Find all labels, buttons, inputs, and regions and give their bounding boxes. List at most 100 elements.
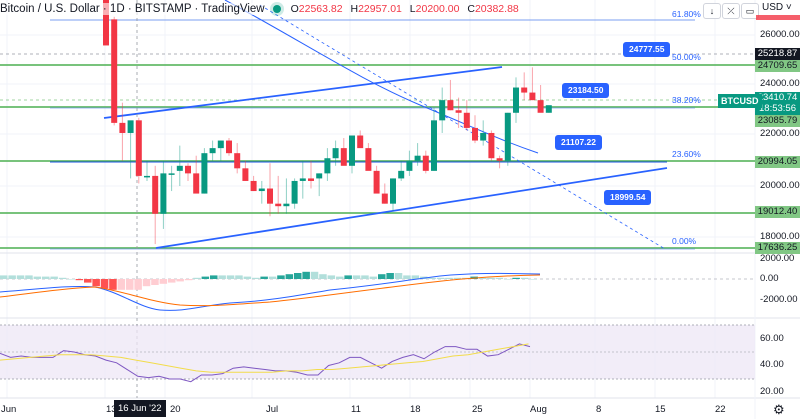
candle[interactable] (185, 165, 191, 174)
candle[interactable] (176, 165, 183, 171)
candle[interactable] (316, 173, 323, 179)
macd-histogram-bar (327, 275, 336, 279)
candle[interactable] (545, 105, 552, 113)
candle[interactable] (504, 112, 511, 161)
macd-histogram-bar (336, 276, 344, 279)
price-level-label: 24709.65 (755, 60, 800, 72)
candle[interactable] (258, 188, 265, 192)
candle[interactable] (414, 155, 421, 161)
candle[interactable] (127, 120, 134, 133)
price-callout[interactable]: 24777.55 (623, 42, 671, 57)
candle[interactable] (111, 19, 118, 123)
price-level-label: 25218.87 (755, 48, 800, 60)
scroll-to-realtime-button[interactable]: ↓ (703, 3, 721, 19)
candle[interactable] (193, 173, 200, 194)
candle[interactable] (160, 173, 167, 214)
candle[interactable] (308, 178, 314, 181)
trend-lines[interactable] (103, 0, 668, 250)
macd-pane[interactable] (0, 271, 755, 311)
time-tick: 8 (596, 404, 602, 415)
price-level-label: 23410.74 (755, 92, 800, 104)
price-callout[interactable]: 21107.22 (555, 135, 602, 150)
candle[interactable] (463, 112, 470, 128)
candle[interactable] (299, 178, 306, 181)
time-tick: 22 (715, 404, 726, 415)
candle[interactable] (431, 120, 437, 171)
macd-histogram-bar (67, 279, 75, 280)
candle[interactable] (349, 135, 355, 166)
candle[interactable] (537, 100, 544, 113)
crosshair-date-label: 16 Jun '22 (114, 400, 166, 417)
candle[interactable] (119, 122, 126, 133)
symbol-tag: BTCUSD (718, 94, 762, 108)
candle[interactable] (250, 180, 257, 192)
currency-selector[interactable]: USD ˅ (762, 2, 792, 13)
candle[interactable] (234, 153, 241, 169)
candle[interactable] (332, 148, 339, 159)
candle[interactable] (496, 158, 503, 161)
macd-histogram-bar (529, 279, 537, 280)
candlestick-series[interactable] (103, 0, 552, 245)
price-tick: 20.00 (760, 386, 784, 397)
candle[interactable] (439, 100, 446, 121)
price-callout[interactable]: 23184.50 (562, 83, 610, 98)
time-tick: 13 (106, 404, 117, 415)
price-tick: -2000.00 (760, 294, 798, 305)
collapse-button[interactable]: ⤫ (722, 3, 740, 19)
candle[interactable] (447, 100, 454, 111)
candle[interactable] (275, 203, 282, 207)
candle[interactable] (283, 203, 290, 207)
macd-histogram-bar (117, 279, 126, 290)
candle[interactable] (267, 188, 273, 204)
candle[interactable] (291, 180, 298, 204)
candle[interactable] (373, 170, 380, 194)
macd-histogram-bar (100, 279, 109, 289)
macd-histogram-bar (176, 279, 184, 282)
candle[interactable] (472, 127, 478, 141)
candle[interactable] (103, 0, 109, 46)
candle[interactable] (365, 148, 372, 171)
candle[interactable] (152, 175, 159, 214)
candle[interactable] (398, 170, 405, 179)
candle[interactable] (513, 87, 519, 113)
chart-legend[interactable]: Bitcoin / U.S. Dollar · 1D · BITSTAMP · … (0, 3, 524, 15)
candle[interactable] (135, 120, 142, 176)
candle[interactable] (455, 110, 462, 113)
candle[interactable] (226, 140, 232, 154)
candle[interactable] (390, 178, 396, 204)
open-value: 22563.82 (298, 3, 343, 15)
candle[interactable] (406, 160, 413, 171)
candle[interactable] (488, 132, 495, 159)
fib-level-label: 23.60% (672, 149, 701, 159)
macd-histogram-bar (504, 279, 512, 280)
candle[interactable] (381, 193, 388, 204)
candle[interactable] (422, 155, 429, 171)
candle[interactable] (357, 135, 364, 149)
price-tick: 40.00 (760, 359, 784, 370)
macd-histogram-bar (453, 277, 462, 279)
macd-histogram-bar (252, 277, 260, 279)
fullscreen-button[interactable]: ▭ (741, 3, 759, 19)
candle[interactable] (209, 148, 216, 154)
candle[interactable] (529, 92, 536, 101)
candle[interactable] (324, 158, 331, 174)
macd-histogram-bar (294, 273, 302, 279)
price-callout[interactable]: 18999.54 (604, 190, 652, 205)
settings-gear-icon[interactable]: ⚙ (773, 402, 785, 417)
candle[interactable] (480, 132, 487, 141)
rsi-pane[interactable] (0, 324, 755, 383)
market-status-icon (272, 5, 281, 13)
candle[interactable] (340, 148, 347, 166)
candle[interactable] (217, 140, 224, 149)
symbol-title[interactable]: Bitcoin / U.S. Dollar · 1D · BITSTAMP · … (0, 3, 265, 15)
candle[interactable] (168, 173, 175, 175)
candle[interactable] (201, 153, 208, 194)
macd-histogram-bar (0, 275, 8, 279)
candle[interactable] (144, 175, 150, 178)
macd-histogram-bar (50, 276, 58, 279)
candle[interactable] (521, 87, 528, 93)
macd-histogram-bar (495, 277, 504, 279)
candle[interactable] (242, 168, 249, 181)
macd-histogram-bar (478, 277, 487, 279)
